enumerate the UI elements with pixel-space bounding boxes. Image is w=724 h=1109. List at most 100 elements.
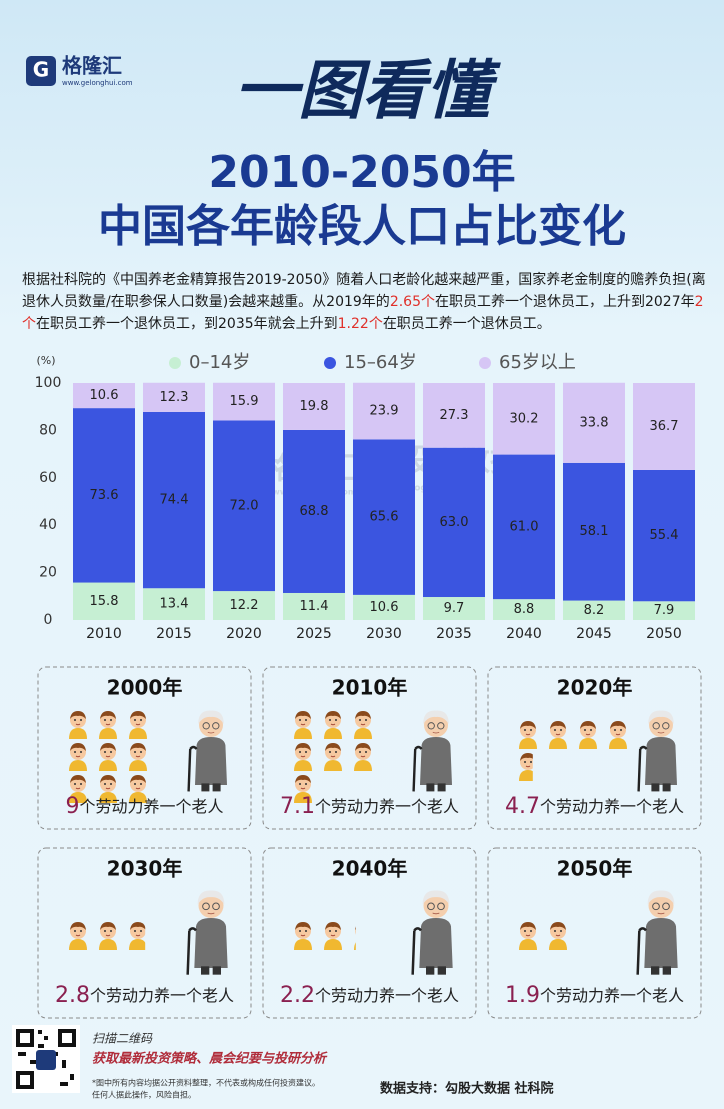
- value-label: 61.0: [510, 519, 539, 534]
- bar-segment: [73, 408, 135, 583]
- x-tick-label: 2020: [226, 626, 262, 642]
- worker-icon: [353, 742, 373, 771]
- worker-shape: [578, 720, 598, 749]
- bar-segment: [73, 383, 135, 409]
- intro-text: 根据社科院的《中国养老金精算报告2019-2050》随着人口老龄化越来越严重，国…: [22, 272, 706, 310]
- bar-segment: [563, 600, 625, 620]
- worker-shape: [98, 742, 118, 771]
- worker-shape: [128, 742, 148, 771]
- highlight: 1.22个: [337, 316, 383, 332]
- value-label: 10.6: [90, 388, 119, 403]
- panel-caption: 7.1个劳动力养一个老人: [280, 794, 459, 819]
- qr-pattern: [20, 1033, 72, 1085]
- bar-segment: [353, 594, 415, 620]
- worker-icon: [98, 742, 118, 771]
- elder-icon: [637, 709, 679, 793]
- ratio-text: 个劳动力养一个老人: [79, 797, 223, 816]
- bar-segment: [283, 383, 345, 430]
- bar-segment: [493, 599, 555, 620]
- value-label: 73.6: [90, 488, 119, 503]
- x-tick-label: 2045: [576, 626, 612, 642]
- ratio-text: 个劳动力养一个老人: [315, 797, 459, 816]
- bar-segment: [563, 382, 625, 463]
- value-label: 36.7: [650, 419, 679, 434]
- worker-shape: [518, 720, 538, 749]
- y-unit: (%): [36, 354, 55, 367]
- logo-url: www.gelonghui.com: [62, 79, 133, 87]
- worker-shape: [518, 921, 538, 950]
- ratio-text: 个劳动力养一个老人: [540, 986, 684, 1005]
- value-label: 65.6: [370, 510, 399, 525]
- intro-text: 在职员工养一个退休员工，上升到2027年: [434, 294, 695, 310]
- worker-shape: [293, 710, 313, 739]
- worker-icon: [293, 710, 313, 739]
- worker-shape: [548, 921, 568, 950]
- bar-segment: [143, 588, 205, 620]
- panel-caption: 2.8个劳动力养一个老人: [55, 983, 234, 1008]
- panel-year: 2040年: [332, 857, 408, 881]
- worker-icon: [98, 710, 118, 739]
- worker-icon: [578, 720, 598, 749]
- legend-marker: [479, 357, 491, 369]
- value-label: 74.4: [160, 493, 189, 508]
- worker-icon: [98, 921, 118, 950]
- ratio-value: 9: [65, 794, 79, 819]
- bar-segment: [213, 382, 275, 421]
- value-label: 72.0: [230, 498, 259, 513]
- worker-icon: [323, 742, 343, 771]
- worker-icon: [608, 720, 628, 749]
- worker-icon: [128, 921, 146, 950]
- bar-segment: [283, 429, 345, 593]
- value-label: 68.8: [300, 504, 329, 519]
- bar-segment: [73, 582, 135, 620]
- bar-segment: [423, 383, 485, 448]
- intro: 根据社科院的《中国养老金精算报告2019-2050》随着人口老龄化越来越严重，国…: [22, 269, 706, 335]
- ratio-value: 4.7: [505, 794, 540, 819]
- worker-icon: [548, 720, 568, 749]
- chart: 格隆汇www.gelonghui.com勾股大数据www.gogudata.co…: [35, 352, 695, 642]
- ratio-text: 个劳动力养一个老人: [315, 986, 459, 1005]
- worker-icon: [518, 752, 533, 781]
- logo-text: 格隆汇: [62, 54, 122, 78]
- ratio-value: 1.9: [505, 983, 540, 1008]
- panel-box: [37, 847, 252, 1019]
- scan-text: 扫描二维码: [92, 1032, 153, 1046]
- value-label: 58.1: [580, 524, 609, 539]
- worker-icon: [68, 710, 88, 739]
- worker-shape: [353, 710, 373, 739]
- ratio-value: 2.8: [55, 983, 90, 1008]
- bar-segment: [213, 591, 275, 620]
- bar-segment: [563, 462, 625, 601]
- ratio-text: 个劳动力养一个老人: [540, 797, 684, 816]
- elder-icon: [186, 889, 229, 976]
- highlight: 2个: [22, 294, 704, 332]
- panel-caption: 9个劳动力养一个老人: [65, 794, 223, 819]
- value-label: 13.4: [160, 597, 189, 612]
- worker-shape: [98, 710, 118, 739]
- worker-shape: [68, 710, 88, 739]
- value-label: 7.9: [654, 603, 675, 618]
- panel-box: [487, 666, 702, 830]
- title-line2: 中国各年龄段人口占比变化: [98, 201, 626, 252]
- worker-shape: [68, 921, 88, 950]
- panel-year: 2030年: [107, 857, 183, 881]
- bar-segment: [423, 597, 485, 620]
- worker-icon: [323, 710, 343, 739]
- panel-year: 2010年: [332, 676, 408, 700]
- disclaimer: 任何人据此操作，风险自担。: [92, 1090, 196, 1100]
- qr-pattern: [16, 1029, 76, 1089]
- logo-icon: [26, 56, 56, 86]
- worker-icon: [548, 921, 568, 950]
- worker-icon: [68, 742, 88, 771]
- worker-icon: [518, 921, 538, 950]
- value-label: 30.2: [510, 411, 539, 426]
- value-label: 19.8: [300, 399, 329, 414]
- ratio-value: 2.2: [280, 983, 315, 1008]
- bar-segment: [213, 420, 275, 592]
- bar-segment: [353, 382, 415, 440]
- y-tick-label: 100: [35, 375, 62, 391]
- panel-caption: 4.7个劳动力养一个老人: [505, 794, 684, 819]
- banner: 一图看懂: [234, 55, 501, 129]
